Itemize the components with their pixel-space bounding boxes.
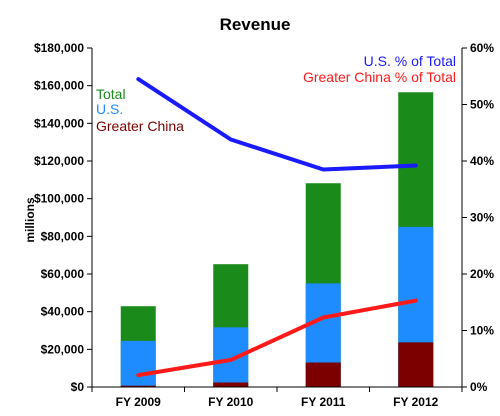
line-greater-china-of-total <box>136 298 418 378</box>
bar-greater-china-fy-2010 <box>213 382 249 387</box>
y-tick-label: $180,000 <box>34 41 84 55</box>
y-tick-label: $60,000 <box>41 267 85 281</box>
line-u-s-of-total <box>136 77 418 172</box>
x-tick-label: FY 2011 <box>301 395 346 409</box>
line-series-group <box>136 77 418 378</box>
left-axis-ticks: $0 $20,000 $40,000 $60,000 $80,000 $100,000 $1… <box>34 41 92 394</box>
bar-greater-china-fy-2012 <box>398 342 434 387</box>
bar-u-s-fy-2009 <box>120 340 156 387</box>
y2-tick-label: 50% <box>470 98 494 112</box>
y2-tick-label: 40% <box>470 154 494 168</box>
y-tick-label: $100,000 <box>34 192 84 206</box>
y-tick-label: $40,000 <box>41 305 85 319</box>
y-tick-label: $160,000 <box>34 79 84 93</box>
x-tick-label: FY 2009 <box>116 395 161 409</box>
bar-u-s-fy-2010 <box>213 327 249 387</box>
x-axis-ticks: FY 2009 FY 2010 FY 2011 FY 2012 <box>91 387 463 409</box>
legend-us: U.S. <box>96 101 123 117</box>
y2-tick-label: 30% <box>470 211 494 225</box>
y2-tick-label: 60% <box>470 41 494 55</box>
bar-greater-china-fy-2009 <box>120 385 156 387</box>
y2-tick-label: 10% <box>470 324 494 338</box>
y-tick-label: $140,000 <box>34 116 84 130</box>
legend-right: U.S. % of Total Greater China % of Total <box>303 53 456 85</box>
bar-greater-china-fy-2011 <box>305 362 341 387</box>
legend-greater-china-percent: Greater China % of Total <box>303 69 456 85</box>
legend-us-percent: U.S. % of Total <box>364 53 456 69</box>
y-tick-label: $80,000 <box>41 229 85 243</box>
y-axis-label: millions <box>23 197 37 243</box>
y-tick-label: $120,000 <box>34 154 84 168</box>
x-tick-label: FY 2012 <box>393 395 438 409</box>
y-tick-label: $20,000 <box>41 342 85 356</box>
y2-tick-label: 0% <box>470 380 488 394</box>
y-tick-label: $0 <box>71 380 85 394</box>
right-axis-ticks: 0% 10% 20% 30% 40% 50% 60% <box>462 41 494 394</box>
legend-total: Total <box>96 86 126 102</box>
legend-left: Total U.S. Greater China <box>96 86 184 134</box>
x-tick-label: FY 2010 <box>208 395 253 409</box>
y2-tick-label: 20% <box>470 267 494 281</box>
legend-greater-china: Greater China <box>96 118 184 134</box>
bar-series-group <box>120 92 434 387</box>
chart-title: Revenue <box>220 15 291 34</box>
